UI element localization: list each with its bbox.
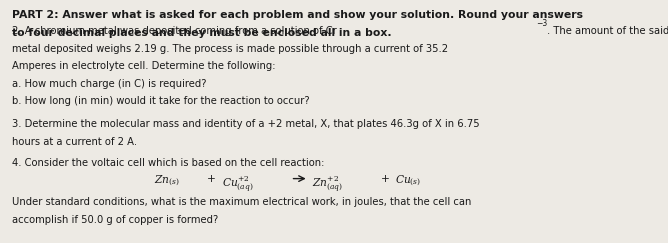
Text: b. How long (in min) would it take for the reaction to occur?: b. How long (in min) would it take for t… [12,96,310,106]
Text: accomplish if 50.0 g of copper is formed?: accomplish if 50.0 g of copper is formed… [12,215,218,225]
Text: Amperes in electrolyte cell. Determine the following:: Amperes in electrolyte cell. Determine t… [12,61,275,71]
Text: $Cu^{+2}_{(aq)}$: $Cu^{+2}_{(aq)}$ [222,174,253,194]
Text: PART 2: Answer what is asked for each problem and show your solution. Round your: PART 2: Answer what is asked for each pr… [12,10,583,20]
Text: to four decimal places and they must be enclosed all in a box.: to four decimal places and they must be … [12,28,391,38]
Text: . The amount of the said: . The amount of the said [547,26,668,35]
Text: $Cu_{(s)}$: $Cu_{(s)}$ [395,174,422,189]
Text: 3. Determine the molecular mass and identity of a +2 metal, X, that plates 46.3g: 3. Determine the molecular mass and iden… [12,119,480,129]
Text: Under standard conditions, what is the maximum electrical work, in joules, that : Under standard conditions, what is the m… [12,197,472,207]
Text: +: + [381,174,389,184]
Text: $Zn^{+2}_{(aq)}$: $Zn^{+2}_{(aq)}$ [312,174,343,194]
Text: hours at a current of 2 A.: hours at a current of 2 A. [12,137,137,147]
Text: 4. Consider the voltaic cell which is based on the cell reaction:: 4. Consider the voltaic cell which is ba… [12,158,325,168]
Text: metal deposited weighs 2.19 g. The process is made possible through a current of: metal deposited weighs 2.19 g. The proce… [12,44,448,54]
Text: −3: −3 [536,19,547,28]
Text: +: + [207,174,216,184]
Text: a. How much charge (in C) is required?: a. How much charge (in C) is required? [12,79,206,89]
Text: $Zn_{(s)}$: $Zn_{(s)}$ [154,174,179,189]
Text: 2. A chromium metal was deposited coming from a solution of Cr: 2. A chromium metal was deposited coming… [12,26,337,35]
